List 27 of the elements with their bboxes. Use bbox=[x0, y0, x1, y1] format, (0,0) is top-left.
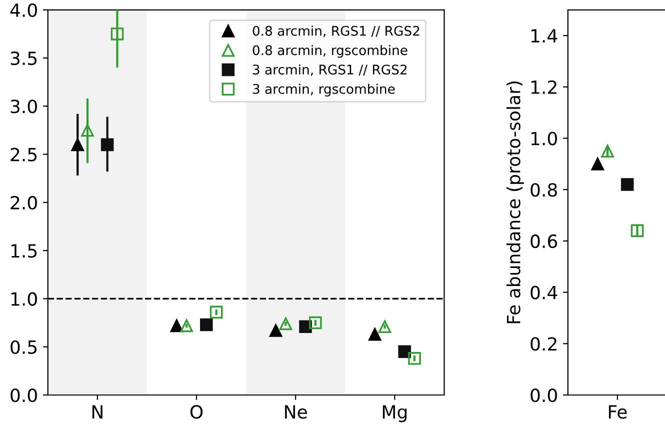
y-tick-label: 1.2 bbox=[531, 80, 556, 94]
y-tick-label: 0.8 bbox=[530, 183, 557, 197]
y-tick-label: 0.0 bbox=[530, 388, 557, 402]
legend-label: 3 arcmin, RGS1 // RGS2 bbox=[252, 64, 407, 76]
y-tick-label: 0.6 bbox=[530, 234, 558, 248]
y-tick-label: 0.5 bbox=[10, 340, 37, 354]
x-tick-label: Fe bbox=[608, 405, 627, 419]
x-tick-label: N bbox=[92, 405, 102, 418]
y-tick-label: 2.5 bbox=[10, 148, 37, 162]
y-tick-label: 0.2 bbox=[530, 337, 556, 351]
legend-label: 0.8 arcmin, RGS1 // RGS2 bbox=[252, 26, 420, 38]
y-axis-title: Fe abundance (proto-solar) bbox=[506, 82, 524, 324]
y-tick-label: 3.0 bbox=[10, 100, 37, 114]
legend-label: 0.8 arcmin, rgscombine bbox=[252, 44, 408, 58]
y-tick-label: 1.0 bbox=[11, 292, 37, 306]
y-tick-label: 1.0 bbox=[531, 132, 557, 146]
x-tick-label: Mg bbox=[382, 405, 407, 422]
x-tick-label: O bbox=[190, 405, 203, 419]
y-tick-label: 1.4 bbox=[531, 29, 558, 42]
y-tick-label: 1.5 bbox=[11, 244, 37, 258]
x-tick-label: Ne bbox=[285, 405, 307, 419]
y-tick-label: 4.0 bbox=[10, 3, 37, 18]
legend-label: 3 arcmin, rgscombine bbox=[252, 84, 395, 96]
y-tick-label: 3.5 bbox=[10, 51, 37, 66]
y-tick-label: 0.4 bbox=[530, 286, 558, 300]
y-tick-label: 2.0 bbox=[10, 196, 37, 210]
y-tick-label: 0.0 bbox=[10, 388, 37, 402]
